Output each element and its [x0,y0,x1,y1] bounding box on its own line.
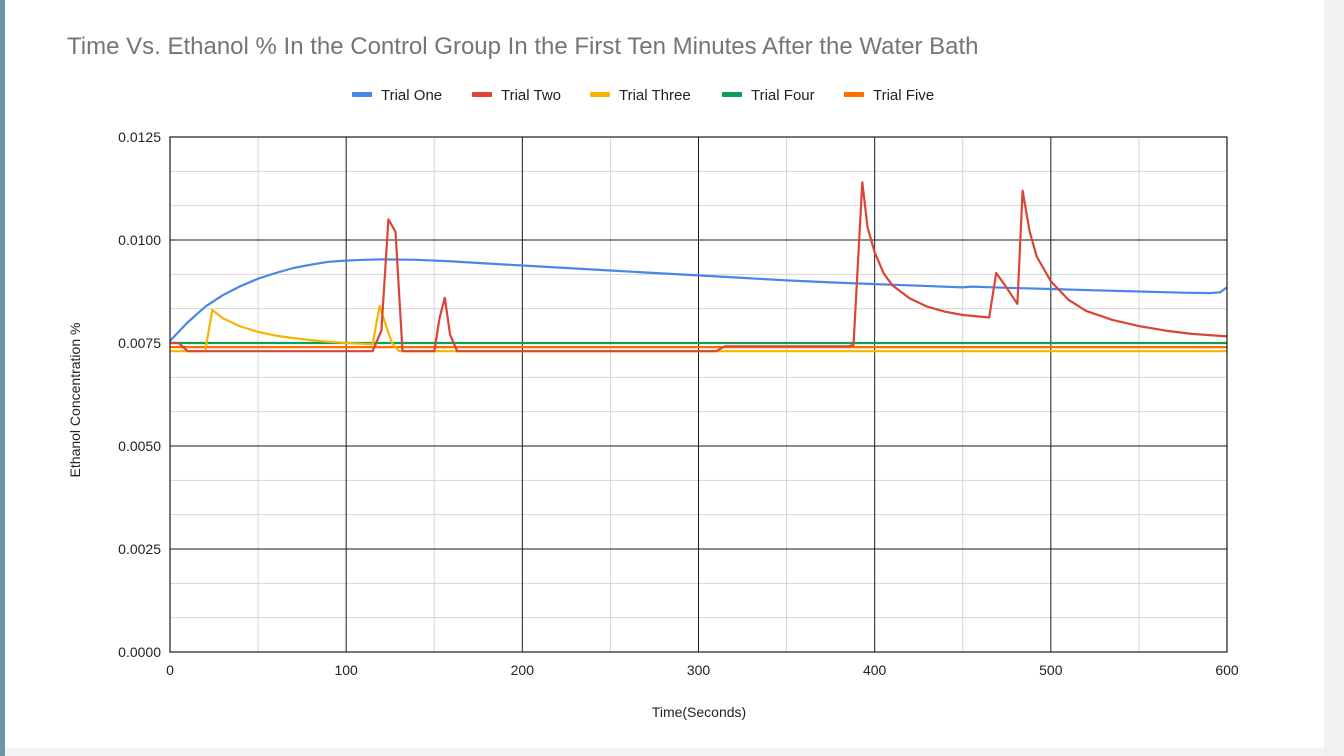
plot-border [169,136,1228,653]
x-tick-label: 0 [166,662,174,678]
x-tick-label: 100 [334,662,358,678]
x-tick-label: 400 [863,662,887,678]
page-gutter [1324,0,1344,756]
plot-frame [169,136,1228,653]
y-tick-label: 0.0125 [118,129,161,145]
series-line-trial-two [170,181,1228,353]
x-tick-label: 300 [687,662,711,678]
legend-swatch [590,92,610,97]
legend-label: Trial Four [751,87,815,104]
x-axis-ticks: 0 100 200 300 400 500 600 [166,662,1239,678]
legend: Trial One Trial Two Trial Three Trial Four T… [352,87,934,104]
x-tick-label: 200 [511,662,535,678]
chart-title: Time Vs. Ethanol % In the Control Group … [67,33,979,60]
y-tick-label: 0.0025 [118,541,161,557]
legend-label: Trial One [381,87,442,104]
legend-swatch [844,92,864,97]
legend-swatch [722,92,742,97]
major-gridlines [169,136,1228,653]
legend-swatch [472,92,492,97]
series-layer [169,181,1228,353]
chart-card [5,0,1324,748]
y-axis-ticks: 0.0000 0.0025 0.0050 0.0075 0.0100 0.0125 [118,129,161,660]
y-tick-label: 0.0075 [118,335,161,351]
legend-label: Trial Two [501,87,561,104]
y-tick-label: 0.0100 [118,232,161,248]
x-tick-label: 500 [1039,662,1063,678]
x-axis-title: Time(Seconds) [652,704,746,720]
y-axis-title: Ethanol Concentration % [67,323,83,478]
window-edge [0,0,5,756]
legend-label: Trial Five [873,87,934,104]
y-tick-label: 0.0000 [118,644,161,660]
series-line-trial-three [170,304,1227,353]
legend-swatch [352,92,372,97]
y-tick-label: 0.0050 [118,438,161,454]
legend-label: Trial Three [619,87,691,104]
x-tick-label: 600 [1215,662,1239,678]
